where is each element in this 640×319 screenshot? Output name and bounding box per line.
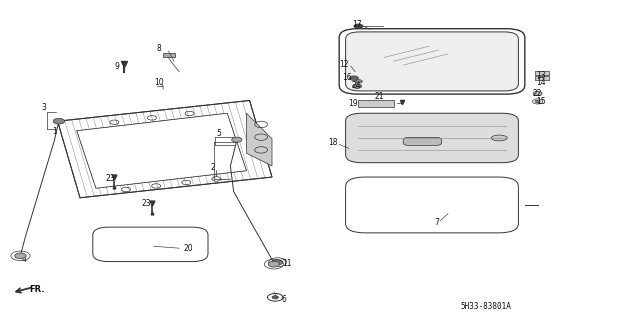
Circle shape — [15, 253, 26, 259]
FancyBboxPatch shape — [403, 137, 442, 145]
Text: 8: 8 — [157, 44, 162, 53]
Ellipse shape — [492, 135, 508, 141]
Text: 4: 4 — [22, 255, 27, 263]
FancyBboxPatch shape — [346, 32, 518, 91]
Polygon shape — [58, 100, 272, 198]
Text: 17: 17 — [352, 20, 362, 29]
Circle shape — [533, 91, 542, 96]
Text: 22: 22 — [532, 89, 541, 98]
Text: 1: 1 — [52, 127, 58, 136]
Text: 12: 12 — [340, 60, 349, 69]
Polygon shape — [77, 113, 246, 188]
Circle shape — [268, 261, 280, 267]
FancyBboxPatch shape — [346, 177, 518, 233]
Circle shape — [535, 100, 540, 103]
Circle shape — [349, 76, 358, 80]
Text: 18: 18 — [328, 138, 337, 147]
Polygon shape — [77, 113, 246, 188]
Text: 13: 13 — [536, 71, 546, 80]
Text: 23: 23 — [141, 199, 152, 208]
FancyBboxPatch shape — [346, 113, 518, 163]
Text: 15: 15 — [536, 97, 547, 106]
Text: 21: 21 — [375, 92, 384, 101]
Bar — [163, 53, 175, 57]
Text: 5: 5 — [216, 129, 221, 138]
Text: FR.: FR. — [29, 285, 44, 294]
Text: 24: 24 — [351, 81, 361, 90]
Circle shape — [353, 84, 362, 88]
Text: 10: 10 — [154, 78, 164, 87]
Text: 16: 16 — [342, 73, 352, 82]
Text: 3: 3 — [41, 103, 46, 112]
Polygon shape — [246, 113, 272, 166]
Text: 7: 7 — [434, 218, 439, 227]
Bar — [358, 100, 394, 107]
Text: 6: 6 — [281, 295, 286, 304]
Bar — [535, 71, 549, 75]
Text: 5H33-83801A: 5H33-83801A — [461, 302, 512, 311]
FancyBboxPatch shape — [93, 227, 208, 262]
Circle shape — [356, 80, 362, 83]
Text: 11: 11 — [282, 259, 291, 268]
Circle shape — [232, 137, 242, 142]
Circle shape — [273, 260, 283, 265]
Circle shape — [272, 296, 278, 299]
Circle shape — [53, 118, 65, 124]
Text: 2: 2 — [211, 163, 216, 172]
Text: 20: 20 — [184, 244, 194, 253]
Text: 23: 23 — [106, 174, 116, 182]
Text: 14: 14 — [536, 78, 546, 87]
Bar — [535, 76, 549, 80]
Circle shape — [354, 24, 363, 28]
Text: 9: 9 — [114, 62, 119, 70]
Text: 19: 19 — [348, 99, 358, 108]
